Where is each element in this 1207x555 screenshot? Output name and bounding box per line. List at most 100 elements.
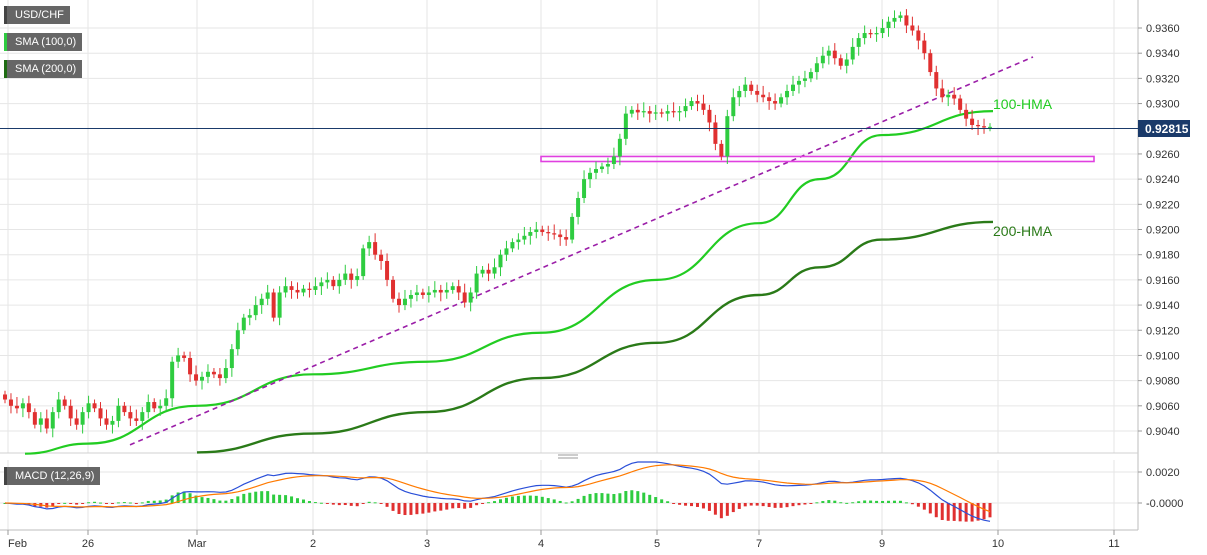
macd-bar bbox=[391, 503, 395, 511]
macd-bar bbox=[224, 500, 228, 503]
macd-bar bbox=[81, 503, 85, 504]
macd-bar bbox=[892, 500, 896, 503]
candle bbox=[110, 415, 115, 434]
macd-bar bbox=[797, 503, 801, 506]
legend-symbol[interactable]: USD/CHF bbox=[4, 6, 70, 24]
candle bbox=[731, 88, 736, 122]
hma100-annotation: 100-HMA bbox=[993, 96, 1053, 112]
candle bbox=[462, 283, 467, 308]
macd-bar bbox=[475, 503, 479, 506]
candle bbox=[814, 56, 819, 80]
candle bbox=[958, 94, 963, 114]
candle bbox=[337, 273, 342, 294]
macd-bar bbox=[415, 503, 419, 515]
candle bbox=[247, 308, 252, 326]
candle bbox=[546, 225, 551, 241]
time-tick-label: 5 bbox=[654, 538, 660, 550]
price-tick-label: 0.9040 bbox=[1146, 426, 1180, 438]
candle bbox=[44, 409, 49, 434]
macd-bar bbox=[206, 497, 210, 503]
macd-bar bbox=[254, 491, 258, 503]
candle bbox=[988, 123, 992, 132]
macd-bar bbox=[278, 494, 282, 503]
candle bbox=[850, 38, 855, 65]
candle bbox=[211, 368, 216, 379]
macd-tick-label: 0.0020 bbox=[1146, 467, 1180, 479]
candle bbox=[217, 368, 222, 386]
macd-bar bbox=[540, 496, 544, 503]
candle bbox=[265, 284, 270, 306]
candle bbox=[982, 118, 987, 134]
macd-bar bbox=[809, 503, 813, 504]
candle bbox=[438, 284, 443, 302]
macd-bar bbox=[313, 502, 317, 504]
candle bbox=[755, 84, 760, 103]
macd-bar bbox=[528, 495, 532, 503]
macd-bar bbox=[325, 503, 329, 504]
candle bbox=[223, 359, 228, 384]
legend-sma200[interactable]: SMA (200,0) bbox=[4, 60, 83, 78]
macd-bar bbox=[672, 503, 676, 504]
macd-bar bbox=[803, 503, 807, 505]
candle bbox=[701, 94, 706, 115]
macd-bar bbox=[319, 502, 323, 504]
macd-bar bbox=[851, 502, 855, 504]
price-tick-label: 0.9100 bbox=[1146, 350, 1180, 362]
macd-tick-label: -0.0000 bbox=[1146, 498, 1183, 510]
macd-bar bbox=[690, 503, 694, 507]
price-tick-label: 0.9220 bbox=[1146, 199, 1180, 211]
legend-macd[interactable]: MACD (12,26,9) bbox=[4, 467, 101, 485]
candle bbox=[540, 225, 545, 236]
macd-bar bbox=[654, 497, 658, 503]
macd-bar bbox=[463, 503, 467, 509]
pane-resize-handle[interactable] bbox=[558, 454, 578, 459]
macd-bar bbox=[93, 501, 97, 503]
candle bbox=[838, 54, 843, 70]
macd-bar bbox=[493, 501, 497, 503]
candle bbox=[182, 351, 187, 362]
candle bbox=[940, 79, 945, 103]
macd-bar bbox=[182, 491, 186, 503]
macd-bar bbox=[87, 502, 91, 504]
candle bbox=[116, 398, 121, 428]
macd-bar bbox=[779, 503, 783, 508]
legend-sma100[interactable]: SMA (100,0) bbox=[4, 33, 83, 51]
candle bbox=[92, 399, 97, 413]
macd-bar bbox=[516, 495, 520, 503]
macd-bar bbox=[660, 499, 664, 503]
macd-bar bbox=[964, 503, 968, 522]
macd-bar bbox=[725, 503, 729, 516]
time-tick-label: 11 bbox=[1108, 538, 1119, 550]
candle bbox=[379, 249, 384, 270]
candle bbox=[743, 77, 748, 98]
macd-bar bbox=[451, 503, 455, 509]
candle bbox=[665, 104, 670, 122]
candle bbox=[259, 293, 264, 314]
macd-bar bbox=[594, 493, 598, 503]
macd-bar bbox=[104, 503, 108, 504]
macd-bar bbox=[367, 501, 371, 503]
macd-bar bbox=[504, 497, 508, 503]
price-tick-label: 0.9080 bbox=[1146, 376, 1180, 388]
candle bbox=[456, 279, 461, 301]
candle bbox=[629, 106, 634, 118]
candle bbox=[898, 11, 903, 22]
candle bbox=[611, 147, 616, 170]
candle bbox=[916, 25, 921, 50]
candle bbox=[773, 93, 778, 110]
macd-bar bbox=[361, 503, 365, 504]
candle bbox=[289, 281, 294, 299]
time-tick-label: 9 bbox=[879, 538, 885, 550]
macd-bar bbox=[713, 503, 717, 515]
candle bbox=[8, 393, 13, 414]
candle bbox=[176, 347, 181, 369]
macd-bar bbox=[564, 502, 568, 504]
candle bbox=[576, 191, 581, 225]
candle bbox=[504, 240, 509, 261]
candle bbox=[856, 33, 861, 56]
candle bbox=[122, 402, 127, 416]
candle bbox=[104, 409, 109, 430]
macd-bar bbox=[230, 499, 234, 503]
time-tick-label: 7 bbox=[756, 538, 762, 550]
macd-bar bbox=[331, 503, 335, 505]
